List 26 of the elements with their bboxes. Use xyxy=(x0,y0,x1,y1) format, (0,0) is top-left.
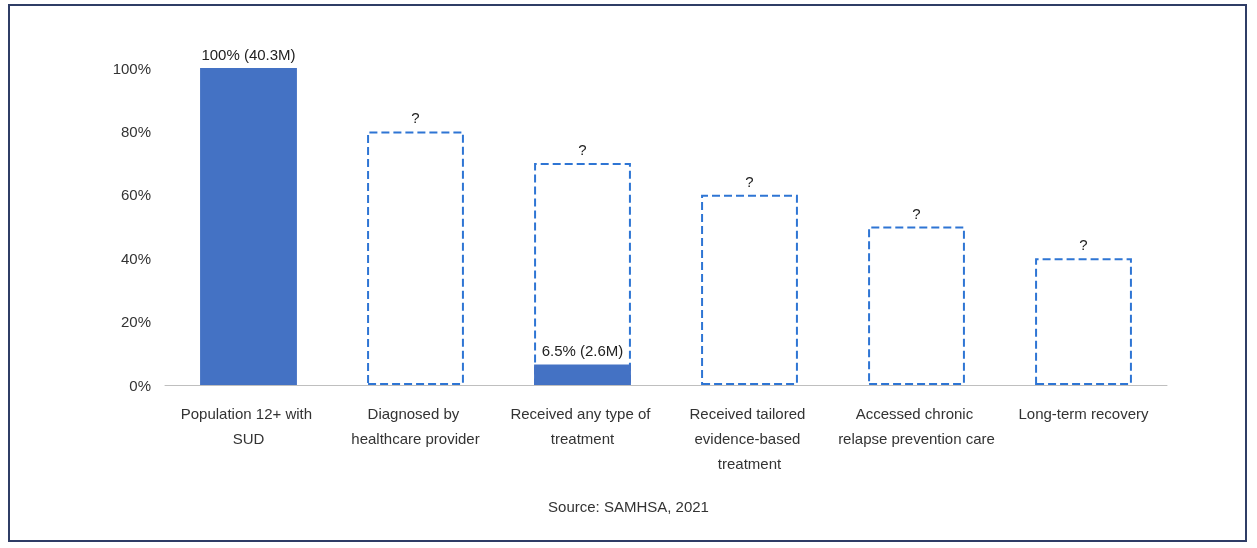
bar xyxy=(1035,258,1132,385)
y-tick-label: 0% xyxy=(129,376,151,394)
data-label: 100% (40.3M) xyxy=(201,46,296,63)
y-tick-label: 20% xyxy=(120,313,151,331)
data-label: ? xyxy=(912,204,921,222)
data-label: ? xyxy=(578,141,587,159)
y-tick-label: 80% xyxy=(120,122,151,140)
x-tick-label: Received any type of treatment xyxy=(510,405,655,447)
x-tick-label: Long-term recovery xyxy=(1018,405,1150,422)
y-tick-label: 40% xyxy=(120,249,151,267)
data-label: ? xyxy=(411,109,420,127)
y-tick-label: 100% xyxy=(112,59,151,77)
y-tick-label: 60% xyxy=(120,186,151,204)
x-tick-label: Diagnosed by healthcare provider xyxy=(351,405,480,447)
bar xyxy=(534,364,631,385)
bar xyxy=(200,68,297,385)
bar xyxy=(701,194,798,385)
x-tick-label: Accessed chronic relapse prevention care xyxy=(838,405,995,447)
data-label: 6.5% (2.6M) xyxy=(541,342,624,360)
x-tick-label: Received tailored evidence-based treatment xyxy=(689,405,810,472)
bar xyxy=(367,131,464,385)
data-label: ? xyxy=(1079,236,1088,254)
data-label: ? xyxy=(745,172,754,190)
source-note: Source: SAMHSA, 2021 xyxy=(547,498,710,515)
x-tick-label: Population 12+ with SUD xyxy=(180,405,317,447)
bar xyxy=(868,226,965,385)
